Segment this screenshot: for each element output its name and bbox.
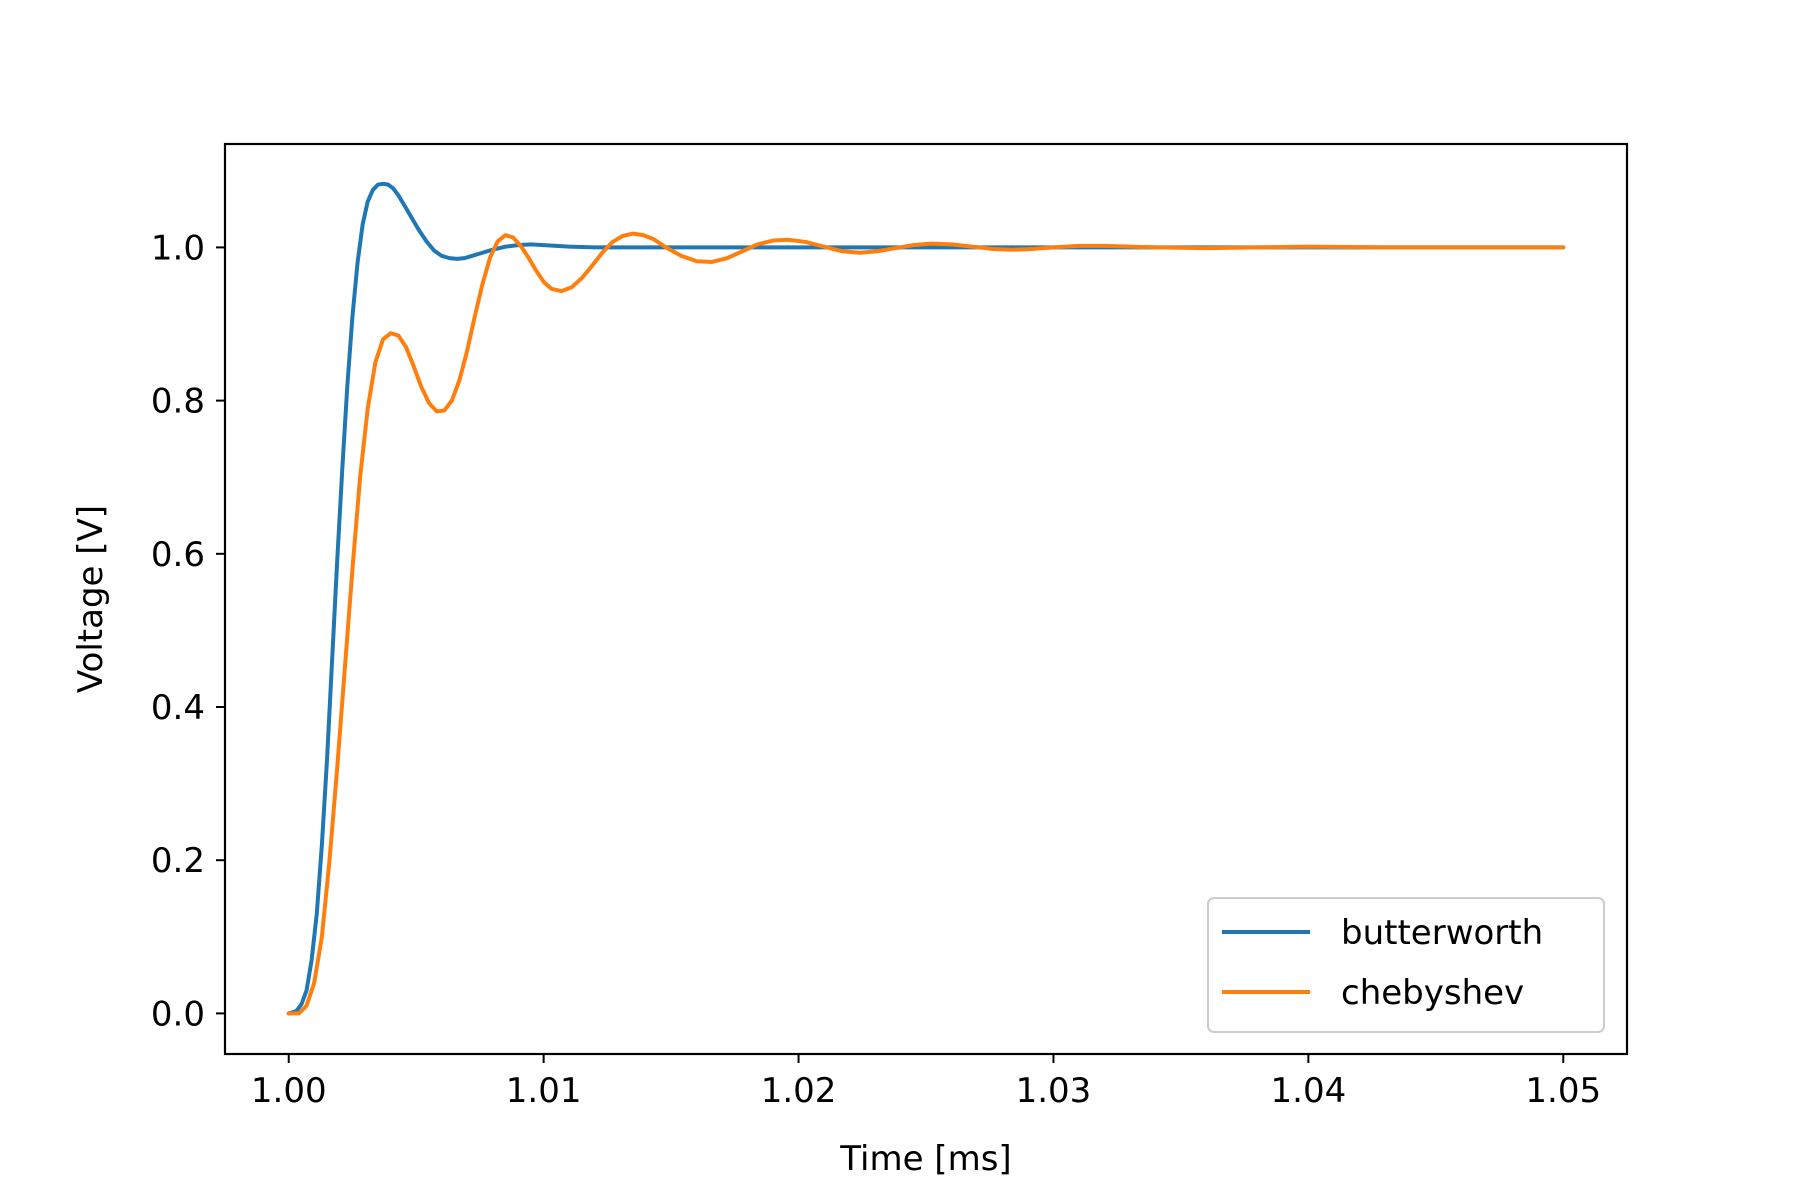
series-layer [286, 181, 1566, 1016]
y-axis-label: Voltage [V] [71, 505, 111, 693]
plot-frame [223, 142, 1629, 1056]
series-line-chebyshev [286, 231, 1566, 1016]
x-tick-label: 1.04 [1271, 1071, 1347, 1111]
legend-label-butterworth: butterworth [1341, 913, 1543, 953]
x-tick-label: 1.05 [1525, 1071, 1601, 1111]
x-axis-label: Time [ms] [839, 1139, 1011, 1179]
series-line-butterworth [286, 181, 1566, 1016]
x-tick-label: 1.03 [1016, 1071, 1092, 1111]
y-tick-label: 0.4 [151, 688, 205, 728]
x-tick-label: 1.01 [506, 1071, 582, 1111]
x-tick-label: 1.02 [761, 1071, 837, 1111]
y-tick-label: 0.0 [151, 994, 205, 1034]
x-tick-label: 1.00 [251, 1071, 327, 1111]
y-tick-label: 1.0 [151, 228, 205, 268]
y-tick-label: 0.8 [151, 382, 205, 422]
legend-label-chebyshev: chebyshev [1341, 973, 1524, 1013]
y-axis-ticks: 0.0 0.2 0.4 0.6 0.8 1.0 [151, 228, 225, 1034]
y-tick-label: 0.2 [151, 841, 205, 881]
legend: butterworth chebyshev [1207, 897, 1605, 1033]
y-tick-label: 0.6 [151, 535, 205, 575]
x-axis-ticks: 1.00 1.01 1.02 1.03 1.04 1.05 [251, 1054, 1601, 1111]
